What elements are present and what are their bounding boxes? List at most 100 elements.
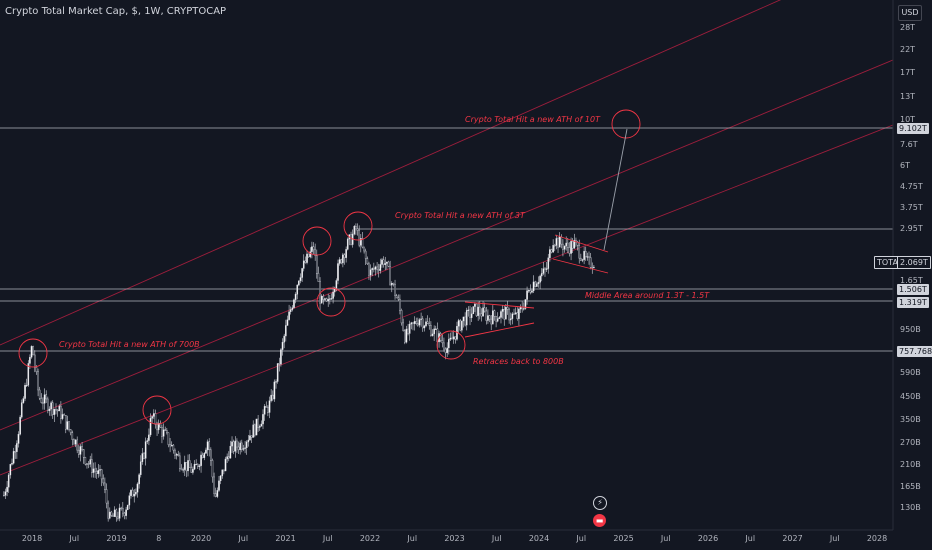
candle-body (97, 470, 100, 474)
candle-body (86, 463, 88, 465)
candle-body (571, 241, 574, 249)
candle-body (322, 295, 325, 300)
candle-body (267, 407, 269, 413)
candle-body (6, 486, 8, 492)
chart-title[interactable]: Crypto Total Market Cap, $, 1W, CRYPTOCA… (5, 6, 227, 17)
candle-body (454, 336, 457, 340)
candle-body (568, 247, 571, 254)
candle-body (113, 509, 116, 517)
candle-body (262, 414, 264, 425)
annotation-ath-10t[interactable]: Crypto Total Hit a new ATH of 10T (465, 115, 600, 124)
candle-body (399, 298, 401, 311)
candle-body (394, 283, 396, 296)
candle-body (110, 511, 113, 516)
candle-body (197, 463, 199, 467)
candle-body (448, 339, 450, 349)
candle-body (76, 439, 78, 451)
candle-body (237, 446, 240, 451)
annotation-retrace[interactable]: Retraces back to 800B (473, 357, 564, 366)
candle-body (74, 439, 77, 445)
candle-body (170, 444, 173, 447)
pattern-line (464, 322, 535, 338)
candle-body (356, 228, 359, 231)
highlight-circle (142, 395, 172, 425)
price-axis-label: 2.95T (900, 224, 923, 234)
candle-body (583, 250, 585, 260)
candle-body (55, 409, 57, 411)
candle-body (588, 256, 590, 258)
candle-body (89, 459, 92, 465)
price-tag-support: 757.768B (897, 346, 932, 357)
annotation-ath-3t[interactable]: Crypto Total Hit a new ATH of 3T (395, 211, 525, 220)
lightning-event-icon[interactable]: ⚡ (593, 496, 607, 510)
candle-body (289, 309, 292, 312)
price-tag-ath-target: 9.102T (897, 123, 929, 134)
candle-body (478, 306, 481, 315)
candle-body (477, 306, 479, 316)
candle-body (182, 469, 184, 471)
price-axis-label: 17T (900, 67, 916, 77)
candle-body (353, 226, 356, 235)
annotation-middle-area[interactable]: Middle Area around 1.3T - 1.5T (585, 291, 710, 300)
price-axis-label: 130B (900, 503, 921, 512)
candle-body (397, 297, 400, 300)
candle-body (206, 441, 209, 451)
candle-body (465, 310, 468, 326)
candle-body (547, 257, 550, 269)
candle-body (149, 418, 152, 436)
candle-body (224, 458, 227, 472)
candle-body (581, 259, 584, 261)
candle-body (188, 460, 191, 468)
candle-body (271, 394, 274, 400)
candle-body (562, 243, 564, 250)
candle-body (338, 259, 341, 264)
pattern-line (552, 258, 609, 274)
candle-body (216, 490, 219, 497)
candle-body (298, 280, 300, 286)
candle-body (542, 268, 545, 274)
horizontal-levels (0, 127, 893, 352)
candle-body (580, 257, 582, 261)
candle-body (192, 468, 194, 473)
candle-body (43, 394, 46, 404)
candle-body (226, 456, 228, 460)
candle-body (500, 311, 502, 318)
candle-body (531, 290, 533, 293)
candle-body (27, 363, 30, 386)
candle-body (128, 495, 131, 506)
candle-body (312, 246, 315, 251)
candle-body (19, 416, 21, 435)
candle-body (343, 254, 346, 258)
candle-body (94, 468, 96, 472)
candle-body (366, 258, 369, 265)
pattern-line (464, 301, 535, 309)
price-axis-label: 6T (900, 160, 910, 170)
candle-body (480, 313, 483, 317)
candle-body (413, 321, 416, 324)
candle-body (285, 325, 287, 337)
candle-body (400, 310, 403, 324)
candle-body (451, 337, 453, 340)
candle-body (470, 313, 473, 318)
annotation-ath-700b[interactable]: Crypto Total Hit a new ATH of 700B (59, 340, 200, 349)
candle-body (221, 469, 224, 477)
candle-body (423, 325, 426, 329)
candle-body (232, 441, 235, 452)
candle-body (309, 251, 312, 258)
candle-body (519, 306, 522, 310)
currency-button[interactable]: USD (898, 5, 922, 21)
candle-body (218, 480, 220, 491)
candle-body (37, 371, 39, 391)
candle-body (355, 226, 357, 230)
projection-line (603, 128, 628, 251)
candle-body (133, 493, 136, 497)
candle-body (193, 464, 196, 470)
candle-body (462, 316, 465, 322)
candle-body (214, 493, 217, 497)
candle-body (578, 245, 581, 259)
candle-body (164, 429, 167, 431)
earnings-event-icon[interactable]: ▬ (593, 514, 606, 527)
candle-body (195, 463, 197, 466)
candle-body (203, 453, 206, 458)
